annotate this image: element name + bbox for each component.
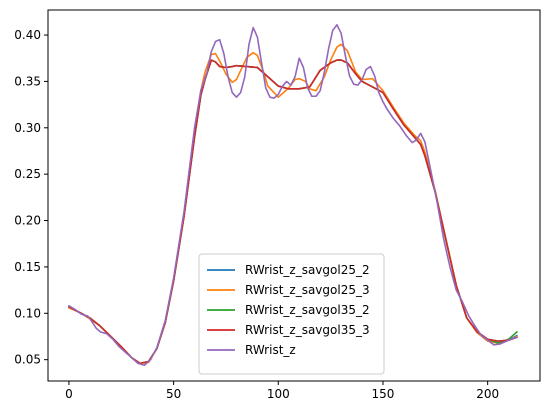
plot-frame xyxy=(47,9,541,382)
x-tick-label: 100 xyxy=(267,387,290,401)
y-axis: 0.05 0.10 0.15 0.20 0.25 0.30 0.35 0.40 xyxy=(14,28,48,367)
legend-box xyxy=(198,253,385,375)
x-tick-label: 0 xyxy=(65,387,73,401)
legend-label: RWrist_z_savgol25_2 xyxy=(245,263,370,277)
plot-lines xyxy=(68,24,518,367)
legend: RWrist_z_savgol25_2 RWrist_z_savgol25_3 RW… xyxy=(198,253,385,375)
series-line-RWrist_z xyxy=(68,24,518,367)
x-axis: 0 50 100 150 200 xyxy=(65,381,499,401)
y-tick-label: 0.10 xyxy=(14,306,41,320)
legend-label: RWrist_z xyxy=(245,343,296,357)
legend-label: RWrist_z_savgol25_3 xyxy=(245,283,370,297)
y-tick-label: 0.30 xyxy=(14,121,41,135)
y-tick-label: 0.35 xyxy=(14,74,41,88)
y-tick-label: 0.15 xyxy=(14,260,41,274)
y-tick-label: 0.40 xyxy=(14,28,41,42)
legend-label: RWrist_z_savgol35_2 xyxy=(245,303,370,317)
y-tick-label: 0.25 xyxy=(14,167,41,181)
y-tick-label: 0.20 xyxy=(14,214,41,228)
y-tick-label: 0.05 xyxy=(14,353,41,367)
x-tick-label: 50 xyxy=(166,387,181,401)
x-tick-label: 150 xyxy=(372,387,395,401)
x-tick-label: 200 xyxy=(476,387,499,401)
legend-label: RWrist_z_savgol35_3 xyxy=(245,323,370,337)
